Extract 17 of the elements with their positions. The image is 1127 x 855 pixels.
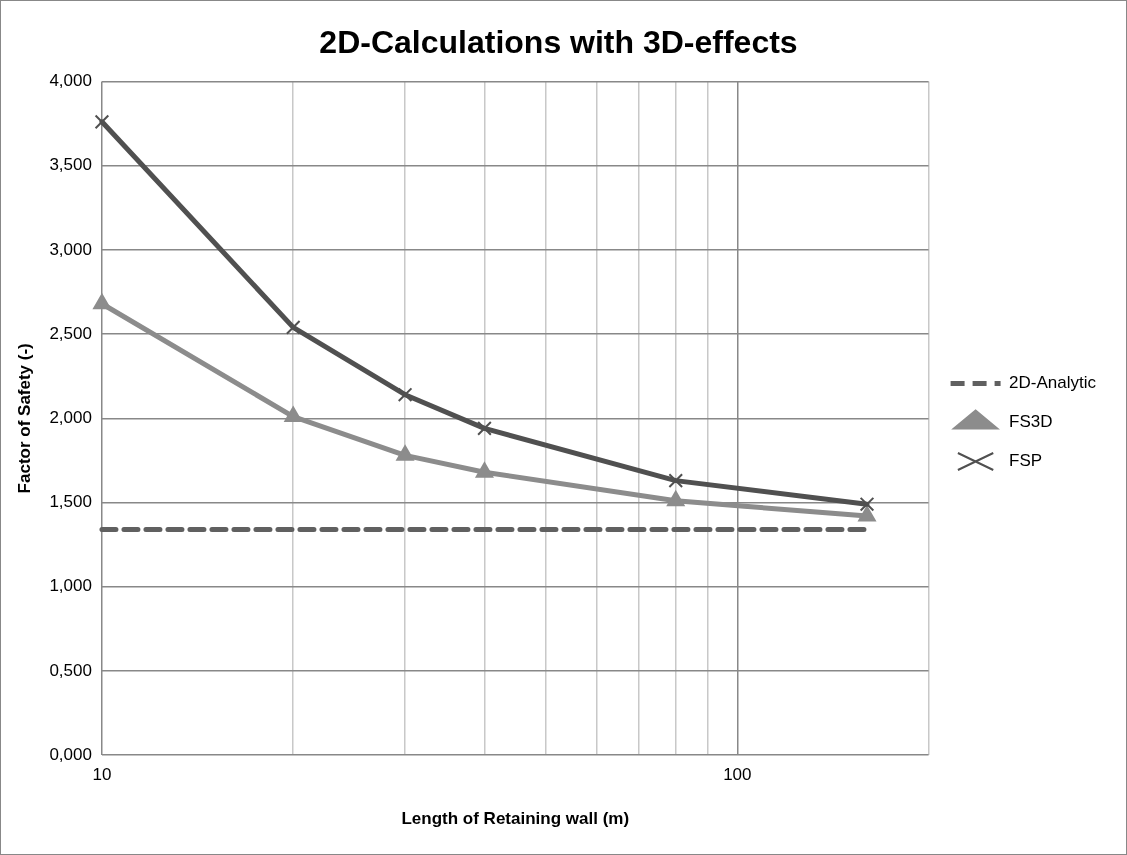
y-tick-label: 4,000 bbox=[49, 71, 92, 91]
y-tick-label: 0,500 bbox=[49, 660, 92, 680]
legend-label: 2D-Analytic bbox=[1009, 373, 1097, 393]
x-axis-title: Length of Retaining wall (m) bbox=[401, 809, 630, 829]
y-tick-label: 0,000 bbox=[49, 744, 92, 764]
y-tick-label: 3,000 bbox=[49, 239, 92, 259]
x-tick-label: 100 bbox=[723, 765, 752, 785]
x-tick-label: 10 bbox=[92, 765, 112, 785]
y-tick-label: 3,500 bbox=[49, 155, 92, 175]
y-tick-label: 1,500 bbox=[49, 492, 92, 512]
y-axis-title: Factor of Safety (-) bbox=[14, 343, 34, 494]
y-tick-label: 2,500 bbox=[49, 323, 92, 343]
legend-label: FSP bbox=[1009, 451, 1043, 471]
chart-title: 2D-Calculations with 3D-effects bbox=[319, 24, 798, 61]
legend-label: FS3D bbox=[1009, 412, 1053, 432]
y-tick-label: 1,000 bbox=[49, 576, 92, 596]
y-tick-label: 2,000 bbox=[49, 407, 92, 427]
